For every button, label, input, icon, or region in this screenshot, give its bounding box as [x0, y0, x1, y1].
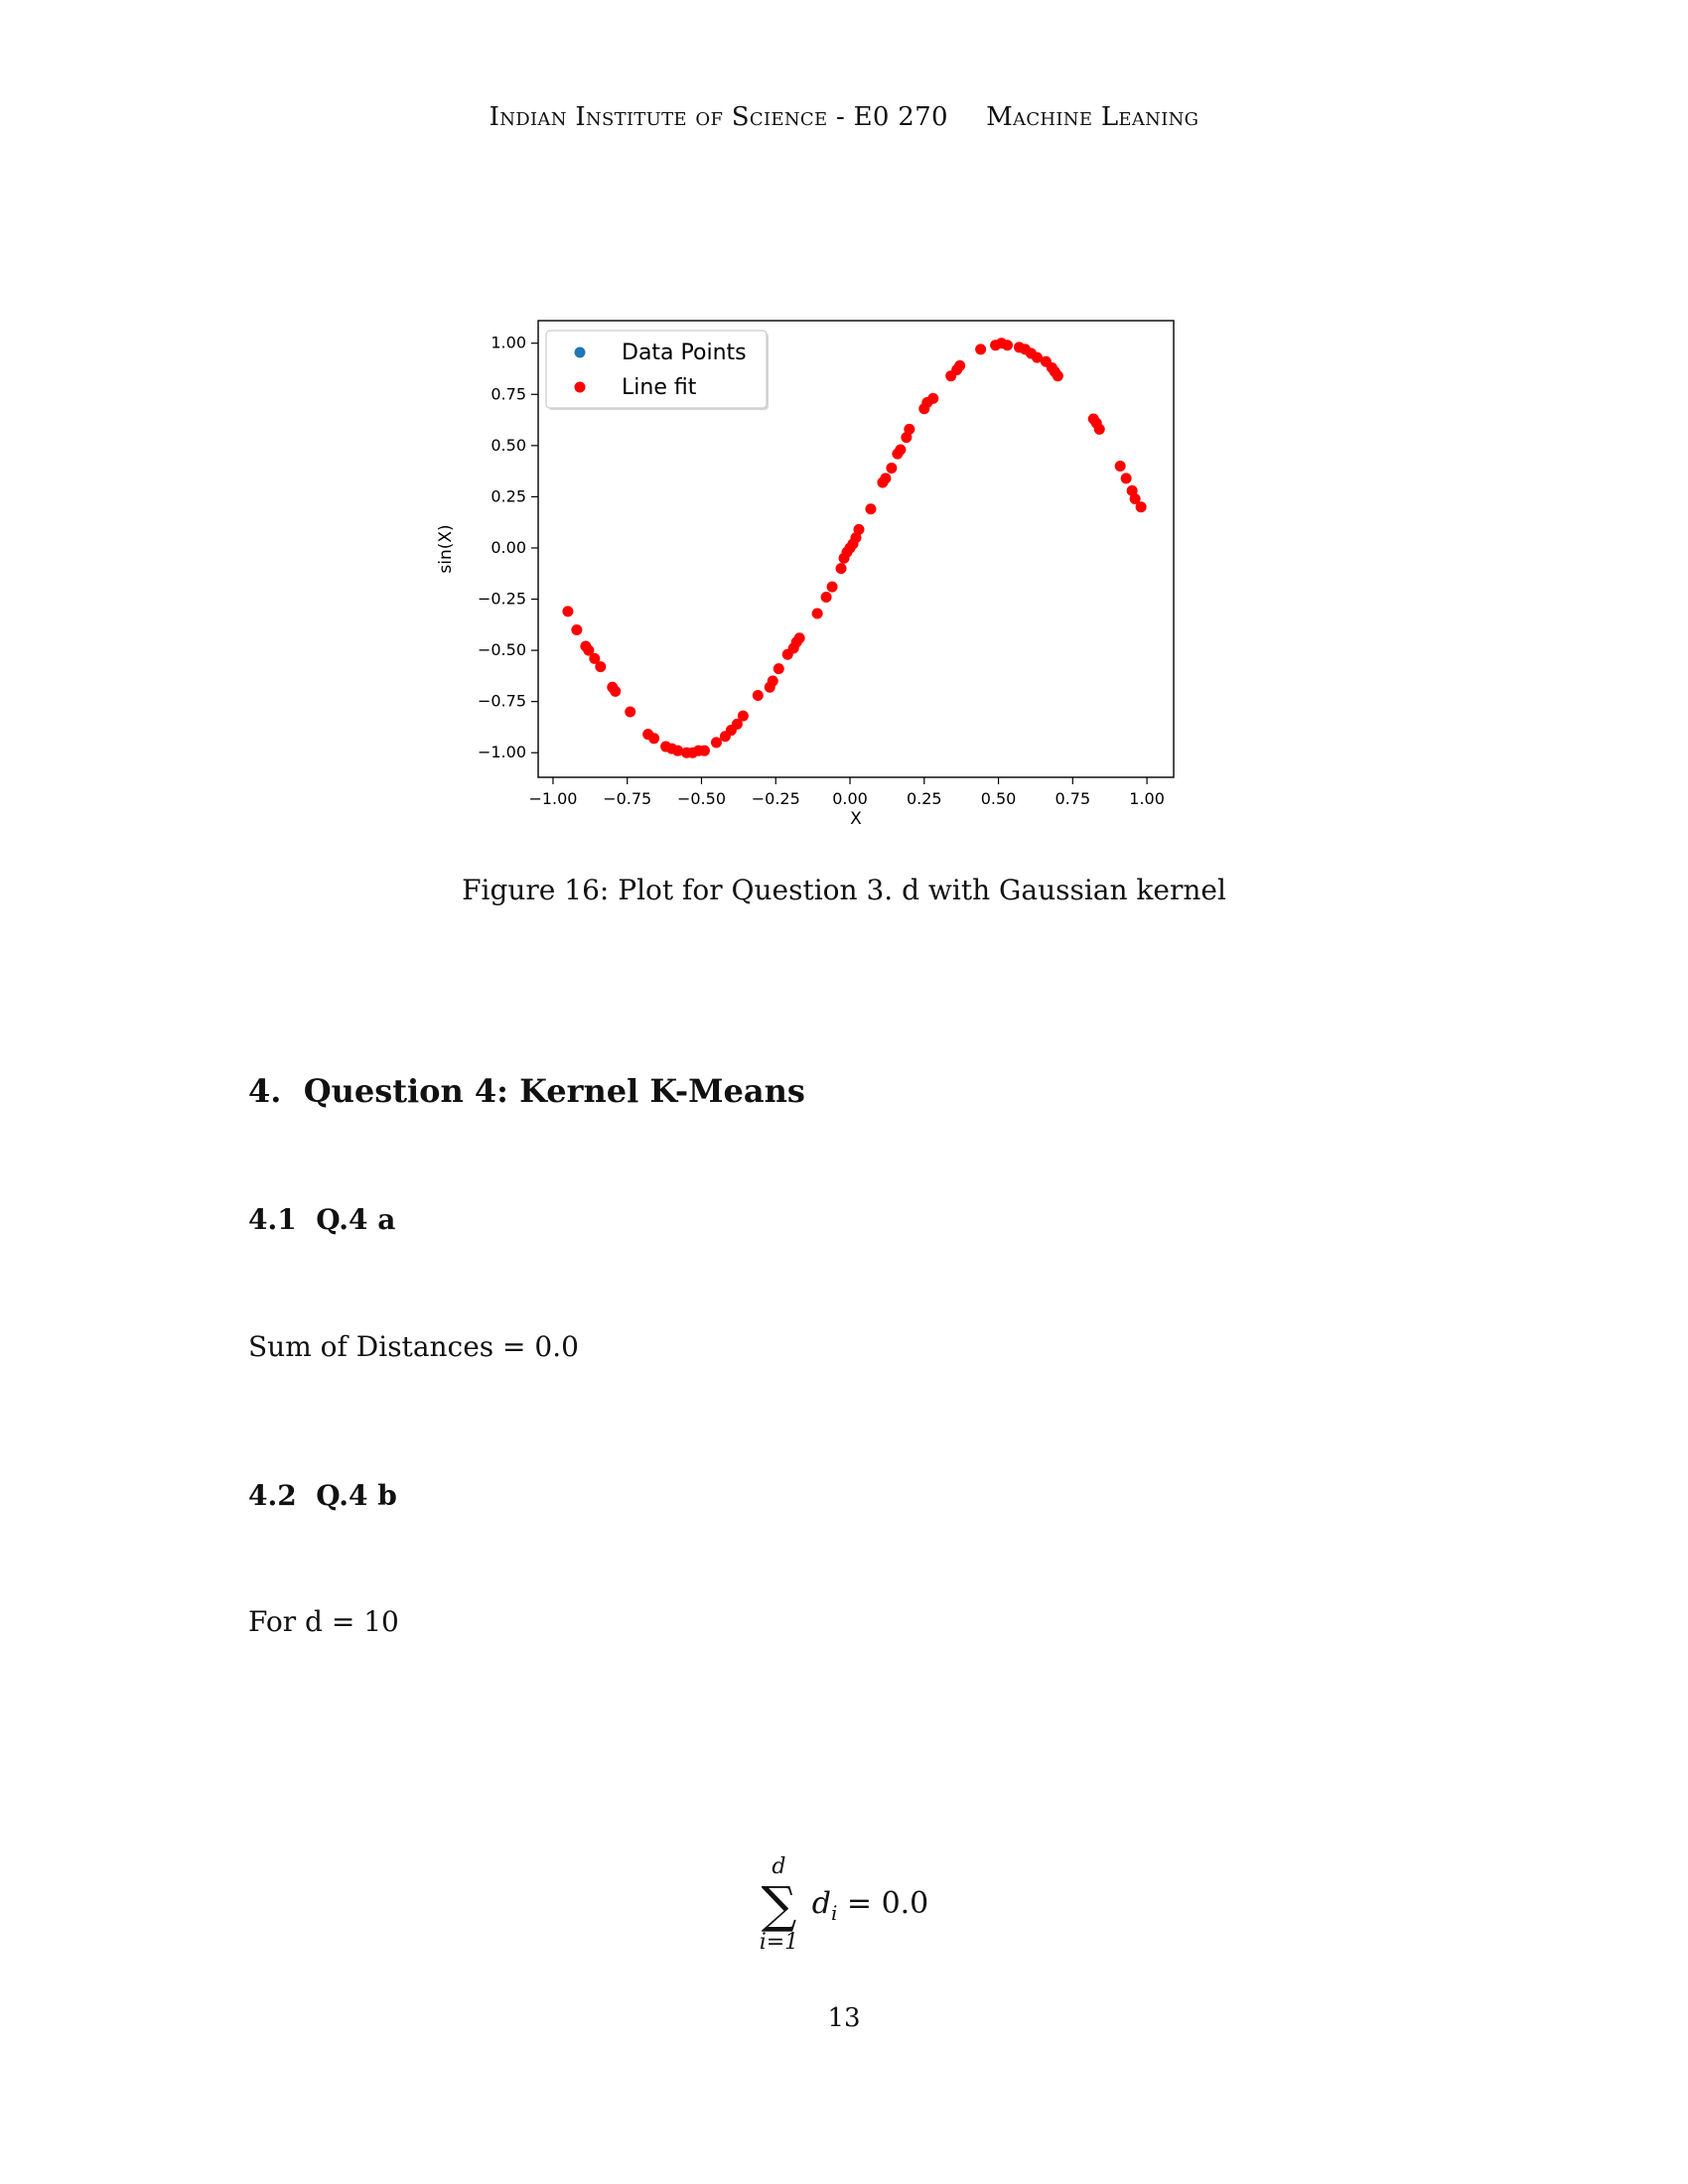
- summation-equation: d ∑ i=1 di = 0.0: [0, 1856, 1688, 1954]
- data-point: [625, 706, 636, 718]
- data-point: [820, 591, 832, 603]
- sum-lower-limit: i=1: [759, 1930, 799, 1955]
- y-tick-label: 0.50: [491, 436, 526, 455]
- data-point: [752, 689, 764, 701]
- running-header: Indian Institute of Science - E0 270 Mac…: [0, 102, 1688, 132]
- data-point: [698, 745, 710, 756]
- subsection-title: Q.4 a: [316, 1203, 396, 1236]
- sum-rhs: = 0.0: [846, 1885, 929, 1921]
- subsection-number: 4.1: [248, 1203, 297, 1236]
- y-tick-label: 0.00: [491, 538, 526, 557]
- data-point: [1093, 423, 1105, 435]
- sum-upper-limit: d: [772, 1854, 786, 1879]
- sum-operator: d ∑ i=1: [760, 1856, 798, 1954]
- legend-label: Line fit: [622, 375, 697, 400]
- y-tick-label: −0.75: [478, 692, 526, 711]
- header-right: Machine Leaning: [986, 102, 1199, 132]
- y-tick-label: −0.25: [478, 590, 526, 609]
- subsection-heading-a: 4.1 Q.4 a: [248, 1203, 395, 1236]
- data-point: [610, 685, 622, 697]
- header-left: Indian Institute of Science - E0 270: [489, 102, 948, 132]
- data-point: [648, 733, 660, 745]
- figure: −1.00 −0.75 −0.50 −0.25 0.00 0.25 0.50 0.75 1.00…: [437, 316, 1192, 832]
- data-point: [1126, 484, 1138, 496]
- data-point: [1002, 340, 1014, 351]
- data-point: [583, 644, 595, 656]
- data-point: [850, 532, 862, 544]
- legend-box: [545, 330, 768, 409]
- data-point: [835, 563, 847, 575]
- x-tick-label: 0.50: [981, 789, 1017, 808]
- data-point: [773, 663, 784, 675]
- data-point: [1114, 460, 1126, 472]
- figure-caption: Figure 16: Plot for Question 3. d with G…: [462, 874, 1226, 906]
- for-d-text: For d = 10: [248, 1605, 399, 1638]
- data-point: [954, 359, 966, 371]
- y-tick-label: −1.00: [478, 743, 526, 761]
- x-tick-label: −0.25: [752, 789, 800, 808]
- data-point: [1031, 351, 1043, 363]
- data-point: [927, 392, 939, 404]
- data-point: [904, 423, 915, 435]
- subsection-number: 4.2: [248, 1479, 297, 1512]
- data-point: [672, 745, 684, 756]
- section-title: Question 4: Kernel K-Means: [303, 1072, 805, 1110]
- data-point: [710, 737, 722, 749]
- data-point: [811, 608, 823, 619]
- y-axis-label: sin(X): [437, 524, 456, 573]
- scatter-chart: −1.00 −0.75 −0.50 −0.25 0.00 0.25 0.50 0.75 1.00…: [437, 320, 1175, 829]
- legend-marker: [574, 381, 586, 393]
- data-point: [826, 581, 838, 593]
- data-point: [767, 675, 778, 687]
- sigma-symbol: ∑: [761, 1876, 797, 1934]
- subsection-heading-b: 4.2 Q.4 b: [248, 1479, 397, 1512]
- subsection-title: Q.4 b: [316, 1479, 397, 1512]
- data-point: [901, 432, 913, 444]
- data-point: [1135, 501, 1147, 513]
- y-tick-label: −0.50: [478, 640, 526, 659]
- sum-term-subscript: i: [830, 1900, 838, 1925]
- data-point: [562, 606, 574, 617]
- x-tick-label: 0.75: [1055, 789, 1091, 808]
- page-number: 13: [827, 2003, 861, 2033]
- data-point: [975, 343, 987, 355]
- section-number: 4.: [248, 1072, 282, 1110]
- x-tick-label: 1.00: [1129, 789, 1165, 808]
- data-point: [731, 718, 743, 730]
- data-point: [595, 661, 607, 673]
- data-point: [853, 523, 865, 535]
- x-tick-label: 0.25: [907, 789, 942, 808]
- x-tick-label: −0.75: [603, 789, 651, 808]
- data-point: [865, 503, 877, 515]
- legend-marker: [574, 346, 586, 358]
- x-axis-label: X: [850, 809, 862, 829]
- legend-label: Data Points: [622, 341, 747, 365]
- data-point: [1052, 370, 1063, 382]
- data-point: [737, 710, 749, 722]
- data-point: [1129, 492, 1141, 504]
- data-point: [571, 623, 583, 635]
- data-point: [589, 652, 601, 664]
- y-tick-label: 0.25: [491, 486, 526, 505]
- x-tick-label: 0.00: [832, 789, 868, 808]
- section-heading: 4. Question 4: Kernel K-Means: [248, 1072, 805, 1110]
- data-point: [895, 444, 907, 456]
- sum-term: d: [811, 1885, 831, 1921]
- sum-of-distances-text: Sum of Distances = 0.0: [248, 1330, 579, 1363]
- data-point: [880, 473, 892, 484]
- data-point: [793, 632, 805, 644]
- data-point: [1120, 473, 1132, 484]
- x-tick-label: −1.00: [528, 789, 577, 808]
- data-point: [886, 463, 898, 475]
- y-tick-label: 1.00: [491, 334, 526, 352]
- y-tick-label: 0.75: [491, 384, 526, 403]
- x-tick-label: −0.50: [677, 789, 726, 808]
